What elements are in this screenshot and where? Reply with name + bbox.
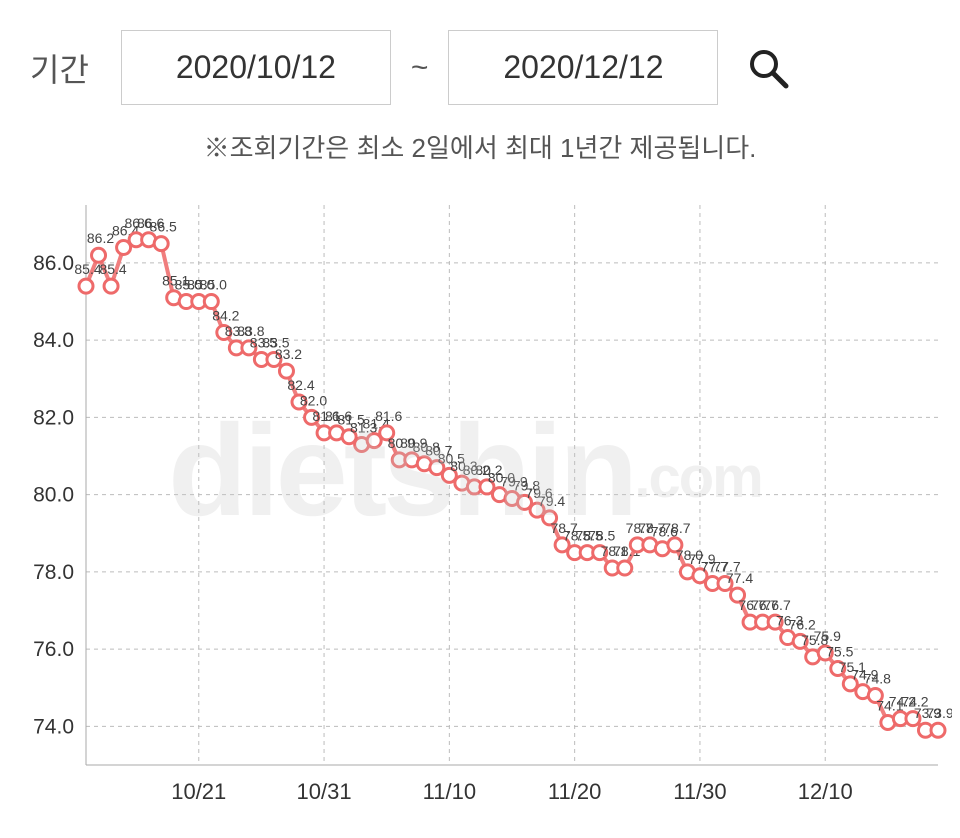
svg-text:74.8: 74.8 bbox=[864, 670, 891, 686]
svg-text:85.0: 85.0 bbox=[200, 277, 227, 293]
svg-text:11/10: 11/10 bbox=[423, 779, 476, 804]
svg-text:84.0: 84.0 bbox=[33, 329, 74, 352]
svg-text:76.2: 76.2 bbox=[789, 616, 816, 632]
svg-text:82.4: 82.4 bbox=[287, 377, 314, 393]
svg-text:11/30: 11/30 bbox=[673, 779, 726, 804]
svg-text:78.0: 78.0 bbox=[33, 561, 74, 584]
svg-text:81.6: 81.6 bbox=[375, 408, 402, 424]
svg-text:77.4: 77.4 bbox=[726, 570, 753, 586]
end-date-input[interactable]: 2020/12/12 bbox=[448, 30, 718, 105]
svg-text:75.9: 75.9 bbox=[814, 628, 841, 644]
chart-container: dietshin.com 74.076.078.080.082.084.086.… bbox=[8, 185, 952, 825]
svg-text:79.4: 79.4 bbox=[538, 493, 565, 509]
weight-chart: 74.0 76.0 78.0 80.0 82.0 84.0 86.0 10/21 10/31 11… bbox=[8, 185, 952, 825]
date-range-header: 기간 2020/10/12 ~ 2020/12/12 bbox=[0, 0, 960, 120]
svg-text:74.0: 74.0 bbox=[33, 715, 74, 738]
svg-text:76.7: 76.7 bbox=[763, 597, 790, 613]
svg-text:12/10: 12/10 bbox=[798, 779, 853, 804]
svg-text:82.0: 82.0 bbox=[300, 392, 327, 408]
svg-text:83.2: 83.2 bbox=[275, 346, 302, 362]
svg-text:10/21: 10/21 bbox=[171, 779, 226, 804]
svg-text:86.0: 86.0 bbox=[33, 252, 74, 275]
svg-text:86.2: 86.2 bbox=[87, 230, 114, 246]
svg-text:84.2: 84.2 bbox=[212, 307, 239, 323]
svg-text:76.0: 76.0 bbox=[33, 638, 74, 661]
svg-text:11/20: 11/20 bbox=[548, 779, 601, 804]
period-label: 기간 bbox=[30, 45, 89, 91]
svg-text:86.5: 86.5 bbox=[150, 219, 177, 235]
period-note: ※조회기간은 최소 2일에서 최대 1년간 제공됩니다. bbox=[0, 128, 960, 165]
search-icon bbox=[746, 46, 790, 90]
svg-text:80.0: 80.0 bbox=[33, 484, 74, 507]
svg-text:75.5: 75.5 bbox=[826, 643, 853, 659]
svg-text:78.5: 78.5 bbox=[588, 528, 615, 544]
svg-text:10/31: 10/31 bbox=[297, 779, 352, 804]
search-button[interactable] bbox=[738, 38, 798, 98]
svg-text:82.0: 82.0 bbox=[33, 406, 74, 429]
start-date-input[interactable]: 2020/10/12 bbox=[121, 30, 391, 105]
svg-text:78.7: 78.7 bbox=[663, 520, 690, 536]
range-separator: ~ bbox=[411, 51, 429, 85]
svg-text:85.4: 85.4 bbox=[99, 261, 126, 277]
svg-text:73.9: 73.9 bbox=[926, 705, 952, 721]
